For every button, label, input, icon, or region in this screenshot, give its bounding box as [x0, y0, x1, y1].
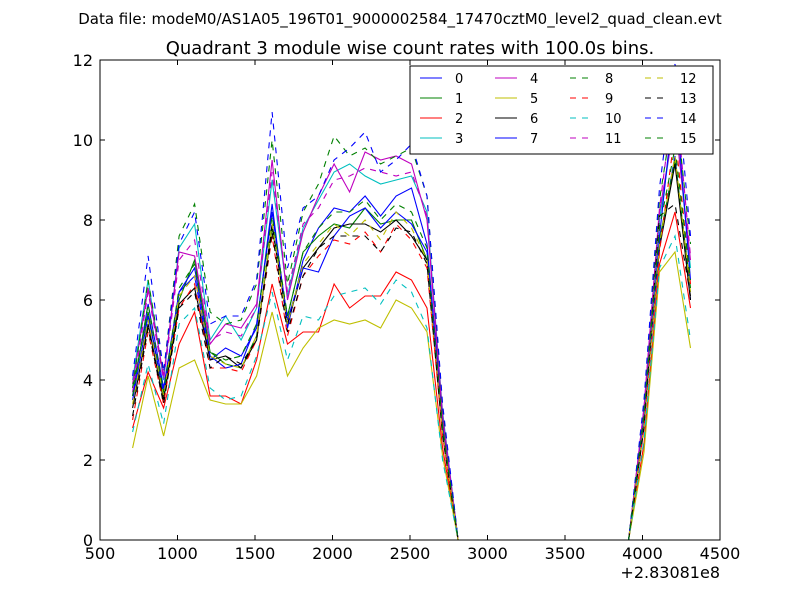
x-tick-label: 4000 [622, 544, 663, 563]
legend-label-13: 13 [680, 92, 697, 107]
legend-box [409, 65, 714, 155]
legend-label-14: 14 [680, 112, 697, 127]
series-line-10 [132, 234, 692, 541]
y-tick-label: 6 [83, 291, 93, 310]
x-tick-label: 1000 [157, 544, 198, 563]
x-tick-label: 1500 [235, 544, 276, 563]
series-line-2 [132, 211, 692, 541]
x-tick-label: 3000 [467, 544, 508, 563]
series-line-11 [132, 87, 692, 541]
legend-label-7: 7 [530, 132, 538, 147]
series-line-9 [132, 131, 692, 541]
legend-label-12: 12 [680, 72, 697, 87]
series-line-14 [132, 63, 692, 541]
legend-label-5: 5 [530, 92, 538, 107]
y-tick-label: 10 [73, 131, 93, 150]
series-line-0 [132, 155, 692, 541]
legend-label-15: 15 [680, 132, 697, 147]
x-tick-label: 500 [85, 544, 116, 563]
legend-label-2: 2 [455, 112, 463, 127]
legend-label-11: 11 [605, 132, 622, 147]
chart-title: Quadrant 3 module wise count rates with … [166, 38, 655, 59]
x-tick-label: 2000 [312, 544, 353, 563]
series-line-12 [132, 155, 692, 541]
series-line-3 [132, 115, 692, 541]
y-tick-label: 4 [83, 371, 93, 390]
legend-label-0: 0 [455, 72, 463, 87]
series-line-1 [132, 159, 692, 541]
series-line-7 [132, 91, 692, 541]
y-tick-label: 0 [83, 531, 93, 550]
x-offset-label: +2.83081e8 [620, 563, 720, 582]
legend-label-8: 8 [605, 72, 613, 87]
legend-label-10: 10 [605, 112, 622, 127]
series-line-15 [132, 147, 692, 541]
y-tick-label: 2 [83, 451, 93, 470]
y-tick-label: 8 [83, 211, 93, 230]
legend-label-6: 6 [530, 112, 538, 127]
chart-suptitle: Data file: modeM0/AS1A05_196T01_90000025… [78, 10, 722, 29]
x-tick-label: 4500 [700, 544, 741, 563]
y-tick-label: 12 [73, 51, 93, 70]
legend-label-3: 3 [455, 132, 463, 147]
legend-label-1: 1 [455, 92, 463, 107]
axes-layer: 500 1000 1500 2000 2500 3000 3500 4000 4500 0 2 4 6 8… [73, 51, 741, 563]
series-line-13 [132, 203, 692, 541]
x-tick-label: 3500 [545, 544, 586, 563]
legend-label-4: 4 [530, 72, 538, 87]
x-tick-label: 2500 [390, 544, 431, 563]
legend-label-9: 9 [605, 92, 613, 107]
